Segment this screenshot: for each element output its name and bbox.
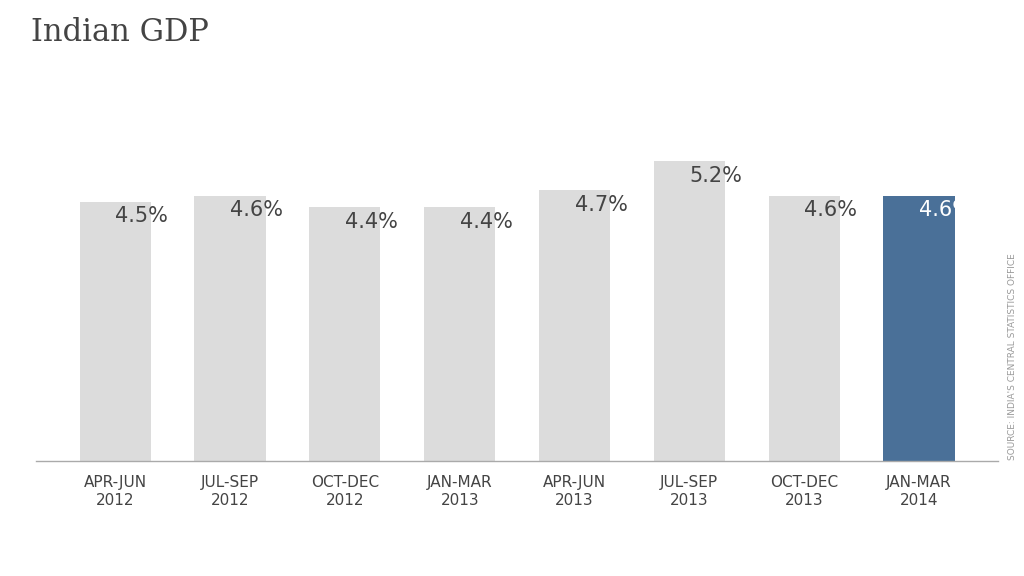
Bar xyxy=(539,190,610,461)
Bar xyxy=(424,207,496,461)
Text: 4.4%: 4.4% xyxy=(460,212,513,232)
Text: 4.6%: 4.6% xyxy=(804,200,857,221)
Text: SOURCE: INDIA'S CENTRAL STATISTICS OFFICE: SOURCE: INDIA'S CENTRAL STATISTICS OFFIC… xyxy=(1008,254,1017,460)
Bar xyxy=(309,207,381,461)
Text: 4.6%: 4.6% xyxy=(920,200,972,221)
Text: 4.4%: 4.4% xyxy=(345,212,397,232)
Text: 4.7%: 4.7% xyxy=(574,195,628,215)
Bar xyxy=(653,161,725,461)
Bar xyxy=(80,202,151,461)
Text: 5.2%: 5.2% xyxy=(689,166,742,186)
Text: 4.6%: 4.6% xyxy=(230,200,283,221)
Text: Indian GDP: Indian GDP xyxy=(31,17,209,48)
Text: 4.5%: 4.5% xyxy=(115,206,168,226)
Bar xyxy=(884,196,954,461)
Bar xyxy=(195,196,265,461)
Bar xyxy=(769,196,840,461)
